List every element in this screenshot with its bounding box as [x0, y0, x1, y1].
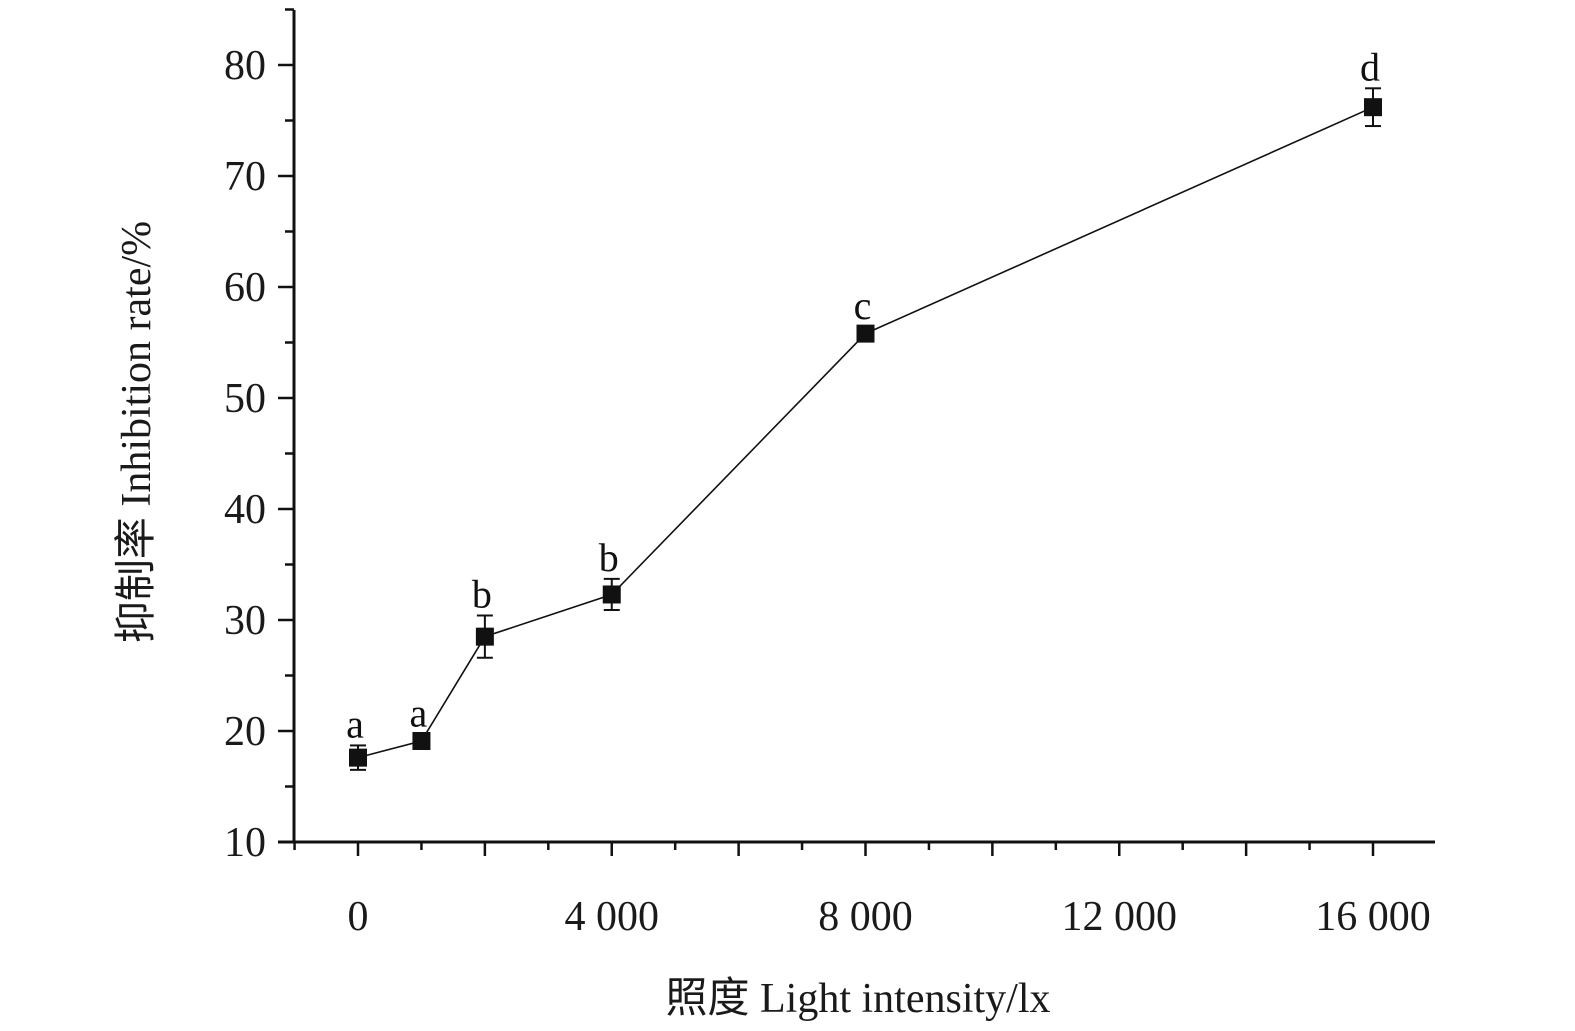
- x-tick-label: 16 000: [1315, 894, 1431, 940]
- x-tick-label: 4 000: [565, 894, 660, 940]
- y-tick-label: 20: [224, 709, 266, 755]
- data-point-marker: [856, 324, 875, 343]
- significance-label: a: [410, 690, 428, 735]
- y-tick-label: 30: [224, 598, 266, 644]
- x-ticks: 0 4 000 8 000 12 000 16 000: [293, 842, 1431, 940]
- series: a a b b c d: [346, 44, 1382, 771]
- x-tick-label: 0: [348, 894, 369, 940]
- x-tick-label: 8 000: [818, 894, 913, 940]
- y-tick-label: 50: [224, 376, 266, 422]
- axes: [278, 10, 1435, 844]
- y-tick-label: 70: [224, 154, 266, 200]
- data-point-marker: [349, 748, 367, 767]
- y-ticks: 10 20 30 40 50 60 70 80: [224, 8, 294, 866]
- data-point-marker: [475, 627, 494, 646]
- significance-label: c: [854, 283, 872, 328]
- significance-label: d: [1360, 44, 1380, 89]
- x-tick-label: 12 000: [1062, 894, 1178, 940]
- series-line: [357, 106, 1374, 759]
- significance-label: a: [346, 701, 364, 746]
- significance-label: b: [472, 572, 492, 617]
- significance-label: b: [599, 535, 619, 580]
- y-tick-label: 60: [224, 265, 266, 311]
- y-tick-label: 10: [224, 820, 266, 866]
- data-point-marker: [1364, 98, 1382, 117]
- y-tick-label: 40: [224, 487, 266, 533]
- y-axis-title: 抑制率 Inhibition rate/%: [113, 221, 160, 643]
- data-point-marker: [602, 585, 621, 604]
- data-point-marker: [412, 731, 431, 750]
- x-axis-title: 照度 Light intensity/lx: [666, 976, 1051, 1022]
- y-tick-label: 80: [224, 43, 266, 89]
